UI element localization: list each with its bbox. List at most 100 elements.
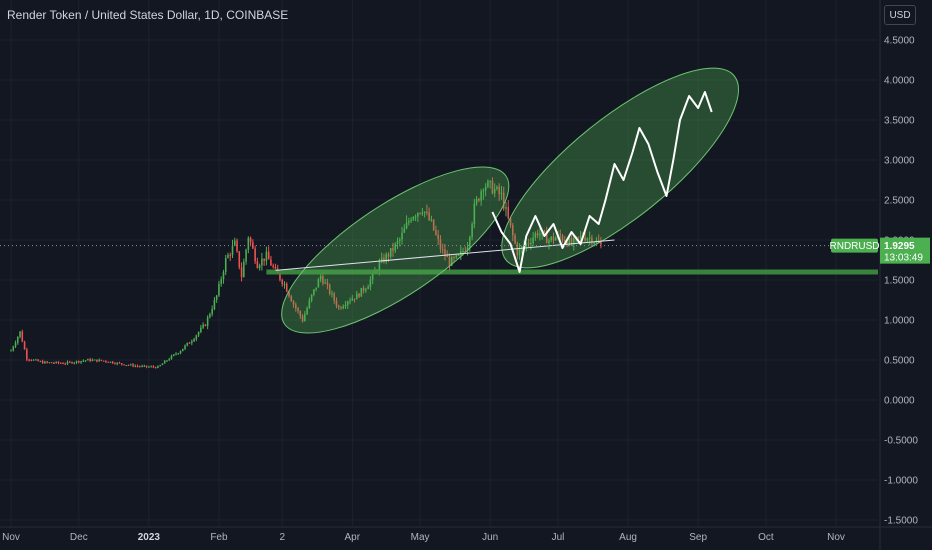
y-tick-label: 0.5000	[884, 356, 915, 367]
candle	[30, 359, 33, 362]
candle	[107, 361, 109, 363]
candle-body	[245, 249, 247, 262]
candle	[243, 258, 245, 278]
candle	[337, 304, 340, 310]
candle	[175, 352, 177, 356]
candle-body	[387, 254, 390, 257]
candle	[231, 239, 234, 259]
candle-body	[206, 317, 209, 326]
candle-body	[328, 284, 331, 294]
candle	[152, 365, 155, 369]
candle	[428, 207, 430, 222]
candle-body	[109, 361, 112, 363]
candle-body	[588, 237, 591, 239]
candle	[351, 295, 354, 301]
candle	[238, 250, 241, 270]
candle	[328, 283, 331, 296]
candle	[491, 177, 494, 195]
candle-body	[172, 354, 175, 356]
candle-body	[175, 353, 177, 355]
candle-body	[365, 288, 367, 291]
candle-body	[272, 265, 274, 267]
candle	[71, 361, 73, 364]
time-axis[interactable]: Nov Dec 2023 Feb 2 Apr May Jun Jul Aug Sep Oct Nov	[2, 532, 845, 543]
candle	[116, 362, 119, 366]
symbol-label-bg	[831, 238, 878, 253]
candle	[543, 229, 546, 234]
candle-body	[301, 316, 304, 322]
candle	[100, 359, 103, 362]
candle-body	[432, 219, 435, 231]
candle-body	[412, 217, 415, 220]
candle	[412, 215, 415, 222]
candle-body	[297, 308, 299, 312]
drawing-overlays	[0, 67, 878, 334]
candle-body	[152, 366, 155, 368]
candle-body	[408, 221, 410, 223]
candle-body	[586, 238, 589, 241]
candle	[202, 322, 204, 329]
currency-button[interactable]: USD	[884, 5, 916, 25]
x-tick-label: Nov	[827, 532, 845, 543]
candle	[123, 364, 125, 366]
candle-body	[530, 243, 532, 245]
candle	[573, 234, 575, 251]
candle	[340, 305, 342, 310]
candle-body	[351, 298, 354, 301]
candle	[559, 229, 562, 240]
candle-body	[220, 279, 222, 284]
candle-body	[534, 233, 537, 238]
candle-body	[285, 283, 288, 292]
candle	[39, 360, 42, 363]
y-tick-label: -0.5000	[884, 436, 918, 447]
candle	[417, 212, 419, 222]
candle	[317, 277, 320, 288]
candle	[14, 340, 17, 349]
candle-body	[64, 363, 67, 365]
candle	[389, 247, 392, 259]
candle-body	[457, 255, 460, 257]
candle-body	[295, 304, 297, 309]
candle	[62, 361, 64, 365]
candle-body	[116, 362, 119, 364]
candle-body	[46, 361, 48, 363]
candle	[469, 235, 471, 252]
candle-body	[240, 267, 243, 278]
candle-body	[491, 180, 494, 194]
candle	[130, 363, 132, 366]
candle	[446, 250, 449, 258]
candle-body	[288, 291, 290, 297]
candle	[367, 284, 369, 290]
candle-body	[450, 257, 453, 266]
candle-body	[258, 265, 261, 269]
candle	[179, 350, 182, 355]
candle-body	[71, 362, 73, 364]
candle-body	[394, 243, 397, 251]
candle	[349, 297, 351, 305]
candle	[206, 315, 209, 330]
candle	[78, 360, 80, 364]
candle-body	[32, 359, 35, 361]
candle-body	[292, 301, 295, 305]
candle	[21, 329, 24, 343]
candle	[473, 198, 476, 229]
candle-body	[163, 360, 166, 364]
price-axis[interactable]: 4.50004.00003.50003.00002.50002.00001.50…	[884, 36, 918, 527]
candle-body	[462, 251, 464, 253]
candle-body	[460, 251, 462, 256]
candle-body	[446, 256, 449, 258]
candle-body	[243, 261, 245, 278]
candle-body	[148, 366, 150, 368]
candle	[478, 197, 480, 203]
candle-body	[326, 282, 329, 285]
candle	[23, 340, 26, 350]
candle-body	[274, 266, 277, 269]
candle-body	[100, 359, 103, 361]
candle-body	[229, 255, 232, 257]
candle	[252, 239, 254, 250]
candle-body	[48, 362, 51, 364]
candle	[419, 212, 421, 215]
candle	[148, 365, 150, 368]
candle-body	[87, 359, 89, 361]
